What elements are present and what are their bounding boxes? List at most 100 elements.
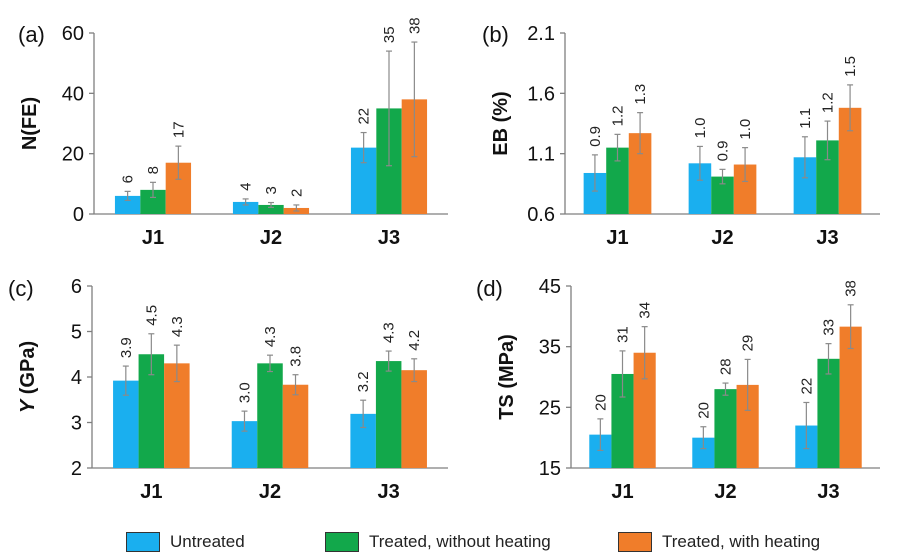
panel-a-xtick-label: J1 [142,227,164,249]
panel-d-data-label: 38 [843,280,860,297]
panel-c-data-label: 4.5 [143,305,160,326]
panel-d-ytick-label: 35 [539,337,561,359]
panel-a-data-label: 4 [238,183,255,191]
panel-c-ylabel-unit: (GPa) [17,341,39,400]
panel-b-data-label: 1.2 [820,92,837,113]
panel-d-label: (d) [476,276,503,301]
panel-c-data-label: 4.3 [381,322,398,343]
legend-swatch-treated-with-heating [618,532,652,552]
panel-b-xtick-label: J3 [816,227,838,249]
panel-b-ylabel: EB (%) [490,91,512,155]
legend-item-treated-without-heating: Treated, without heating [325,530,551,554]
panel-b-data-label: 1.5 [842,56,859,77]
legend-label-treated-without-heating: Treated, without heating [369,532,551,551]
panel-d-bar [817,358,840,468]
panel-c-data-label: 4.3 [169,316,186,337]
panel-d-bar [611,373,634,468]
panel-d-data-label: 20 [695,402,712,419]
panel-a-data-label: 2 [288,189,305,197]
panel-b-ytick-label: 2.1 [527,23,555,45]
panel-d-data-label: 34 [637,302,654,319]
panel-c-xtick-label: J3 [378,481,400,503]
panel-a-bar [232,201,259,214]
panel-b-bar [688,163,712,214]
panel-b-bar [583,172,607,214]
panel-d-ytick-label: 25 [539,397,561,419]
panel-a-bar [258,204,284,214]
legend: Untreated Treated, without heating Treat… [0,530,897,554]
panel-b-bar [606,147,629,214]
panel-d-data-label: 22 [798,378,815,395]
panel-b-data-label: 0.9 [587,126,604,147]
panel-c-bar [401,370,427,468]
panel-d-bar [589,434,612,468]
panel-d-xtick-label: J2 [714,481,736,503]
panel-b-bar [711,176,734,214]
panel-c-ytick-label: 3 [71,413,82,435]
panel-d-bar [714,389,737,468]
panel-c-data-label: 4.3 [262,326,279,347]
panel-b-data-label: 1.2 [610,106,627,127]
panel-b-xtick-label: J2 [711,227,733,249]
panel-b-data-label: 1.0 [737,119,754,140]
panel-a-xtick-label: J2 [260,227,282,249]
panel-b-xtick-label: J1 [606,227,628,249]
panel-a-ytick-label: 60 [62,23,84,45]
panel-a-data-label: 8 [145,166,162,174]
panel-c-ytick-label: 5 [71,322,82,344]
panel-c-ylabel-symbol: Y [17,398,39,413]
panel-b-ytick-label: 0.6 [527,204,555,226]
panel-a-label: (a) [18,22,45,47]
panel-a-ytick-label: 0 [73,204,84,226]
panel-d-data-label: 29 [740,335,757,352]
panel-d-bar [692,437,715,468]
panel-d-xtick-label: J3 [817,481,839,503]
panel-c-data-label: 3.0 [236,382,253,403]
panel-c-ylabel: Y (GPa) [17,341,39,413]
panel-d-ytick-label: 15 [539,458,561,480]
panel-d-data-label: 33 [821,319,838,336]
panel-a-data-label: 3 [263,186,280,194]
panel-a-data-label: 22 [356,108,373,125]
panel-b-bar [628,133,652,214]
legend-item-untreated: Untreated [126,530,245,554]
panel-c-bar [375,361,402,468]
panel-c-data-label: 3.9 [118,337,135,358]
panel-b-data-label: 0.9 [715,140,732,161]
panel-c-data-label: 4.2 [406,330,423,351]
panel-a-ylabel: N(FE) [19,97,41,150]
panel-d-ytick-label: 45 [539,276,561,298]
panel-b-bar [733,164,757,214]
legend-item-treated-with-heating: Treated, with heating [618,530,820,554]
panel-b-ytick-label: 1.1 [527,144,555,166]
panel-d-bar [839,326,862,468]
panel-b-data-label: 1.0 [692,118,709,139]
panel-a-bar [114,195,141,214]
panel-a-ytick-label: 20 [62,144,84,166]
panel-c-data-label: 3.2 [355,371,372,392]
panel-a-xtick-label: J3 [378,227,400,249]
panel-b-bar [793,157,817,214]
panel-c-ytick-label: 2 [71,458,82,480]
panel-c-data-label: 3.8 [288,346,305,367]
panel-d-ylabel: TS (MPa) [496,334,518,420]
legend-swatch-treated-without-heating [325,532,359,552]
legend-label-treated-with-heating: Treated, with heating [662,532,821,551]
panel-c-xtick-label: J2 [259,481,281,503]
panel-d-data-label: 28 [718,358,735,375]
panel-a-data-label: 35 [381,26,398,43]
panel-d-bar [633,352,656,468]
panel-b-bar [816,140,839,214]
panel-c-bar [257,363,283,468]
panel-b-bar [838,107,862,214]
panel-d-data-label: 20 [592,394,609,411]
legend-swatch-untreated [126,532,160,552]
panel-a-ytick-label: 40 [62,83,84,105]
panel-b-data-label: 1.3 [632,84,649,105]
panel-c-ytick-label: 4 [71,367,82,389]
panel-b-ytick-label: 1.6 [527,83,555,105]
legend-label-untreated: Untreated [170,532,245,551]
panel-a-data-label: 17 [170,121,187,138]
panel-c-xtick-label: J1 [140,481,162,503]
panel-c-ytick-label: 6 [71,276,82,298]
